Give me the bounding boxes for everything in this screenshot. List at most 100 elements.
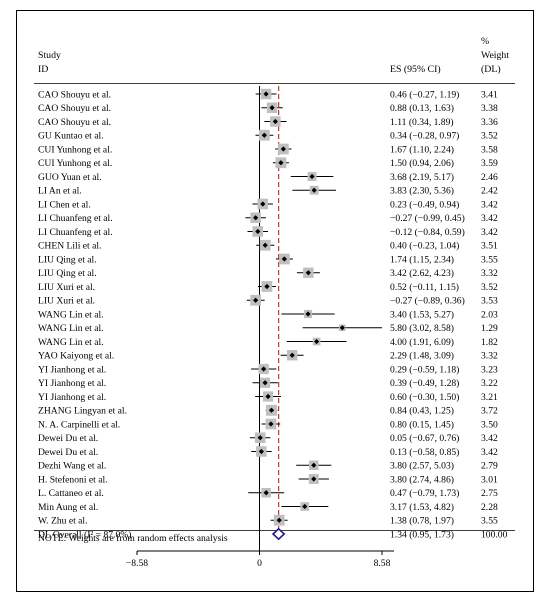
study-row: LIU Qing et al. 1.74 (1.15, 2.34) 3.55 [38,253,498,265]
study-row: CUI Yunhong et al. 1.67 (1.10, 2.24) 3.58 [38,143,498,155]
study-label: Dewei Du et al. [38,447,98,458]
study-row: CAO Shouyu et al. 0.46 (−0.27, 1.19) 3.41 [38,88,498,100]
es-ci-text: 1.38 (0.78, 1.97) [390,516,454,527]
header-weight-dl: (DL) [481,64,501,75]
weight-text: 3.23 [481,364,498,375]
point-estimate [253,297,259,303]
es-ci-text: 0.34 (−0.28, 0.97) [390,131,459,142]
study-row: WANG Lin et al. 3.40 (1.53, 5.27) 2.03 [38,309,498,320]
weight-text: 3.42 [481,199,498,210]
weight-text: 3.55 [481,516,498,527]
study-row: YAO Kaiyong et al. 2.29 (1.48, 3.09) 3.32 [38,350,498,362]
study-row: LI Chuanfeng et al. −0.12 (−0.84, 0.59) 3.… [38,226,498,238]
x-tick-label: −8.58 [126,558,148,569]
study-row: Dewei Du et al. 0.05 (−0.67, 0.76) 3.42 [38,432,498,444]
study-row: ZHANG Lingyan et al. 0.84 (0.43, 1.25) 3.7… [38,404,498,417]
x-axis: −8.58 0 8.58 [126,550,394,569]
point-estimate [261,366,267,372]
es-ci-text: 0.39 (−0.49, 1.28) [390,378,459,389]
point-estimate [268,421,274,427]
point-estimate [262,242,268,248]
study-row: WANG Lin et al. 4.00 (1.91, 6.09) 1.82 [38,337,498,348]
header-study: Study [38,50,61,61]
study-row: Dewei Du et al. 0.13 (−0.58, 0.85) 3.42 [38,446,498,458]
study-row: W. Zhu et al. 1.38 (0.78, 1.97) 3.55 [38,514,498,527]
study-row: CUI Yunhong et al. 1.50 (0.94, 2.06) 3.59 [38,157,498,169]
weight-text: 3.50 [481,419,498,430]
study-label: CAO Shouyu et al. [38,89,111,100]
weight-text: 2.03 [481,309,498,320]
point-estimate [280,146,286,152]
study-label: Dewei Du et al. [38,433,98,444]
study-label: YI Jianhong et al. [38,364,106,375]
point-estimate [263,490,269,496]
weight-text: 2.75 [481,488,498,499]
study-row: GU Kuntao et al. 0.34 (−0.28, 0.97) 3.52 [38,129,498,142]
study-label: LI Chuanfeng et al. [38,213,113,224]
study-row: CAO Shouyu et al. 1.11 (0.34, 1.89) 3.36 [38,116,498,128]
es-ci-text: 0.13 (−0.58, 0.85) [390,447,459,458]
header-weight-pct: % [481,36,489,47]
weight-text: 2.79 [481,461,498,472]
point-estimate [276,517,282,523]
study-label: LIU Xuri et al. [38,282,95,293]
study-row: LIU Xuri et al. 0.52 (−0.11, 1.15) 3.52 [38,281,498,293]
point-estimate [253,215,259,221]
point-estimate [262,380,268,386]
point-estimate [258,448,264,455]
study-label: CUI Yunhong et al. [38,144,112,155]
study-label: CHEN Lili et al. [38,241,101,252]
header-weight: Weight [481,50,509,61]
weight-text: 3.32 [481,268,498,279]
study-label: W. Zhu et al. [38,516,87,527]
es-ci-text: 3.80 (2.57, 5.03) [390,461,454,472]
study-label: WANG Lin et al. [38,309,104,320]
point-estimate [289,352,295,358]
es-ci-text: 0.52 (−0.11, 1.15) [390,282,459,293]
study-row: LI Chuanfeng et al. −0.27 (−0.99, 0.45) 3.… [38,212,498,224]
point-estimate [309,173,315,180]
study-label: WANG Lin et al. [38,337,104,348]
weight-text: 3.55 [481,254,498,265]
study-label: Dezhi Wang et al. [38,461,106,472]
study-label: YAO Kaiyong et al. [38,351,114,362]
point-estimate [305,270,311,276]
footnote: NOTE: Weights are from random effects an… [38,533,228,544]
es-ci-text: 4.00 (1.91, 6.09) [390,337,454,348]
study-label: LI Chuanfeng et al. [38,227,113,238]
point-estimate [255,228,261,235]
header-id: ID [38,64,48,75]
es-ci-text: 3.17 (1.53, 4.82) [390,502,454,513]
es-ci-text: 0.84 (0.43, 1.25) [390,406,454,417]
es-ci-text: 0.47 (−0.79, 1.73) [390,488,459,499]
es-ci-text: 0.80 (0.15, 1.45) [390,419,454,430]
point-estimate [268,407,275,413]
study-row: LI Chen et al. 0.23 (−0.49, 0.94) 3.42 [38,198,498,210]
es-ci-text: 1.11 (0.34, 1.89) [390,117,454,128]
study-row: L. Cattaneo et al. 0.47 (−0.79, 1.73) 2.75 [38,488,498,499]
point-estimate [339,325,345,331]
weight-text: 3.72 [481,406,498,417]
weight-text: 3.52 [481,282,498,293]
es-ci-text: 0.40 (−0.23, 1.04) [390,241,459,252]
es-ci-text: 3.83 (2.30, 5.36) [390,186,454,197]
header-es: ES (95% CI) [390,64,441,75]
study-label: L. Cattaneo et al. [38,488,104,499]
es-ci-text: 5.80 (3.02, 8.58) [390,323,454,334]
es-ci-text: 2.29 (1.48, 3.09) [390,351,454,362]
point-estimate [260,201,266,207]
es-ci-text: 3.80 (2.74, 4.86) [390,474,454,485]
study-label: LIU Qing et al. [38,254,97,265]
weight-text: 3.42 [481,433,498,444]
es-ci-text: 1.74 (1.15, 2.34) [390,254,454,265]
weight-text: 3.52 [481,131,498,142]
study-label: Min Aung et al. [38,502,98,513]
es-ci-text: 0.23 (−0.49, 0.94) [390,199,459,210]
point-estimate [261,132,267,138]
weight-text: 3.42 [481,447,498,458]
study-label: YI Jianhong et al. [38,392,106,403]
es-ci-text: 3.40 (1.53, 5.27) [390,309,454,320]
study-rows: CAO Shouyu et al. 0.46 (−0.27, 1.19) 3.41C… [38,88,498,527]
es-ci-text: 0.60 (−0.30, 1.50) [390,392,459,403]
